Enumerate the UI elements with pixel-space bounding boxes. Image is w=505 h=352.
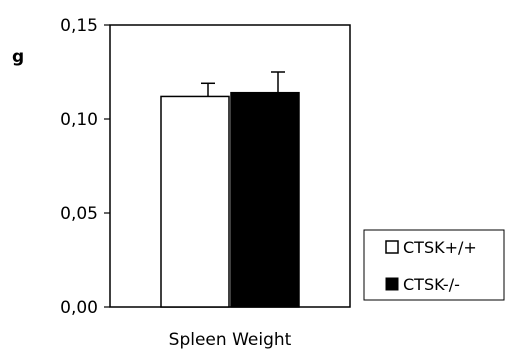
legend: CTSK+/+ CTSK-/- bbox=[363, 229, 505, 301]
legend-swatch-ctsk-wt bbox=[385, 240, 399, 254]
legend-label-ctsk-wt: CTSK+/+ bbox=[403, 238, 477, 257]
bar-series bbox=[160, 71, 300, 308]
bar-ctsk-wt bbox=[160, 95, 230, 308]
legend-label-ctsk-ko: CTSK-/- bbox=[403, 275, 460, 294]
y-tick-label: 0,15 bbox=[60, 16, 98, 36]
y-tick-label: 0,05 bbox=[60, 204, 98, 224]
y-tick-label: 0,10 bbox=[60, 110, 98, 130]
y-axis-label: g bbox=[12, 47, 24, 67]
x-category-label: Spleen Weight bbox=[169, 330, 292, 350]
y-axis: 0,00 0,05 0,10 0,15 bbox=[60, 16, 110, 318]
plot-area bbox=[109, 24, 351, 308]
y-tick-label: 0,00 bbox=[60, 298, 98, 318]
bar-ctsk-ko bbox=[230, 91, 300, 308]
legend-swatch-ctsk-ko bbox=[385, 277, 399, 291]
